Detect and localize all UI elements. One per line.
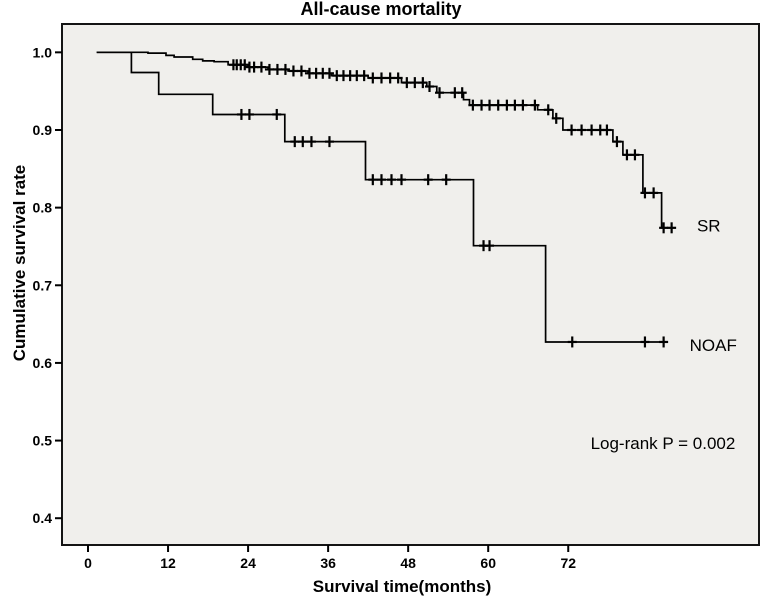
x-tick-label: 12 <box>160 555 176 571</box>
sr-label-text: SR <box>697 216 721 235</box>
y-tick-label: 1.0 <box>33 44 53 60</box>
chart-title: All-cause mortality <box>300 0 462 19</box>
noaf-label-text: NOAF <box>690 336 737 355</box>
y-tick-label: 0.7 <box>33 277 53 293</box>
x-tick-label: 36 <box>320 555 336 571</box>
x-axis-label: Survival time(months) <box>312 577 492 596</box>
y-tick-label: 0.9 <box>33 122 53 138</box>
x-tick-label: 48 <box>400 555 416 571</box>
y-tick-label: 0.4 <box>33 510 53 526</box>
x-tick-label: 24 <box>240 555 256 571</box>
y-tick-label: 0.5 <box>33 433 53 449</box>
y-axis-label: Cumulative survival rate <box>10 164 29 362</box>
logrank-text: Log-rank P = 0.002 <box>591 434 736 453</box>
y-tick-label: 0.6 <box>33 355 53 371</box>
y-tick-label: 0.8 <box>33 200 53 216</box>
x-tick-label: 72 <box>560 555 576 571</box>
x-tick-label: 60 <box>480 555 496 571</box>
x-tick-label: 0 <box>84 555 92 571</box>
noaf-curve <box>96 51 667 343</box>
plot-area <box>61 23 760 546</box>
